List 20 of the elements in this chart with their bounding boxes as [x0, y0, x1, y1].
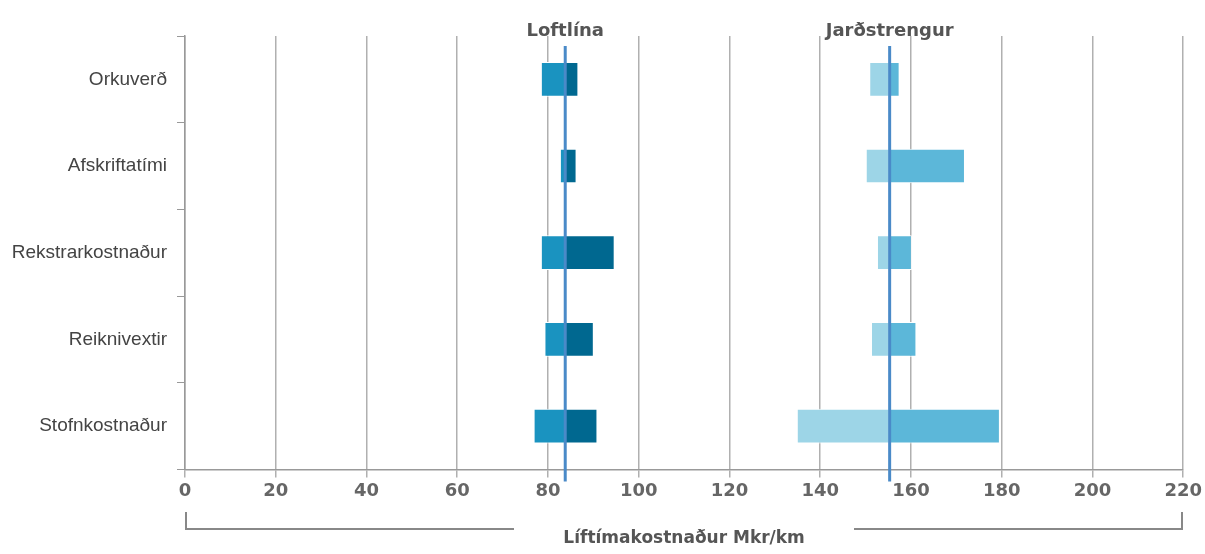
y-tick-label: Rekstrarkostnaður [11, 240, 168, 262]
x-tick-label: 200 [1073, 478, 1112, 500]
x-tick-label: 220 [1164, 478, 1202, 500]
ref-line-label: Loftlína [526, 18, 605, 40]
y-tick-label: Afskriftatími [67, 154, 167, 176]
x-tick-label: 0 [178, 478, 192, 500]
x-tick-label: 160 [892, 478, 930, 500]
x-tick-label: 140 [801, 478, 840, 500]
y-tick-label: Reiknivextir [68, 327, 168, 349]
x-tick-label: 80 [535, 478, 561, 500]
x-tick-label: 20 [263, 478, 289, 500]
x-axis-title: Líftímakostnaður Mkr/km [562, 527, 806, 547]
x-tick-label: 40 [353, 478, 380, 500]
x-tick-label: 60 [444, 478, 470, 500]
y-tick-label: Orkuverð [88, 67, 167, 89]
x-tick-label: 100 [619, 478, 658, 500]
ref-line-label: Jarðstrengur [823, 18, 954, 40]
x-tick-label: 180 [982, 478, 1021, 500]
x-tick-label: 120 [710, 478, 749, 500]
y-tick-label: Stofnkostnaður [39, 414, 168, 436]
